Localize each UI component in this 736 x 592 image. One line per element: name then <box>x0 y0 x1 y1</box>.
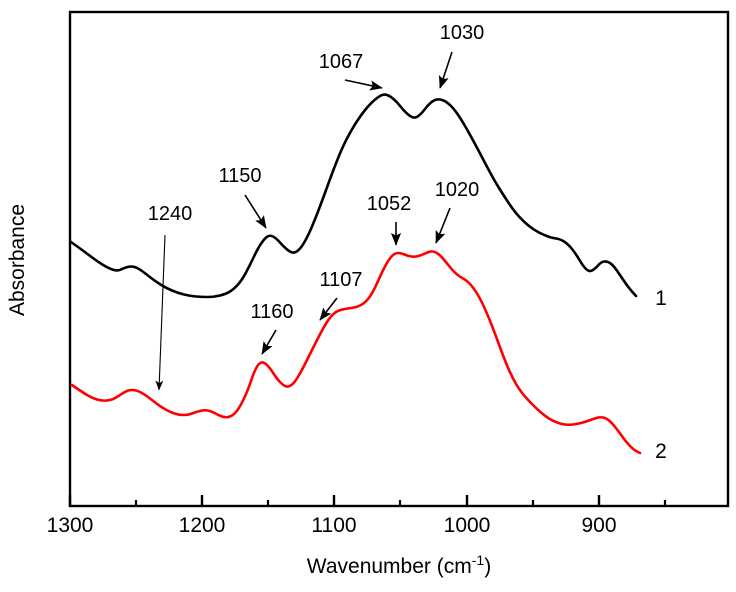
x-axis-title-close: ) <box>484 555 491 578</box>
frame-box <box>68 10 730 508</box>
x-axis-tick-label: 1200 <box>179 514 226 537</box>
x-axis-title: Wavenumber (cm-1) <box>307 552 491 578</box>
peak-label-1240: 1240 <box>148 203 193 225</box>
x-axis-tick-label: 1300 <box>47 514 94 537</box>
series-end-labels: 12 <box>655 287 667 463</box>
x-axis-tick-label: 1100 <box>311 514 356 537</box>
peak-annotations: 1240 1150 1067 1030 1160 1107 1052 1020 <box>148 22 485 391</box>
peak-arrow-1160 <box>261 329 277 355</box>
x-axis-tick-label: 1000 <box>444 514 491 537</box>
y-axis-title: Absorbance <box>6 204 29 316</box>
peak-arrow-1067 <box>344 79 383 91</box>
x-axis-title-main: Wavenumber (cm <box>307 555 472 578</box>
x-axis-title-superscript: -1 <box>472 552 485 568</box>
peak-label-1052: 1052 <box>367 193 412 215</box>
spectrum-curve-1 <box>69 93 638 299</box>
data-curves <box>69 93 642 455</box>
peak-label-1107: 1107 <box>319 269 362 291</box>
x-axis-tick-labels: 1300 1200 1100 1000 900 <box>47 514 617 537</box>
peak-label-1030: 1030 <box>440 22 485 44</box>
spectrum-curve-2 <box>70 250 642 455</box>
series-label-2: 2 <box>655 440 667 463</box>
peak-arrow-1107 <box>319 297 338 321</box>
peak-arrow-1020 <box>435 207 451 244</box>
peak-arrow-1240 <box>155 234 166 391</box>
x-axis-tick-label: 900 <box>581 514 616 537</box>
peak-label-1150: 1150 <box>218 165 261 187</box>
peak-label-1160: 1160 <box>250 301 293 323</box>
peak-label-1067: 1067 <box>319 51 364 73</box>
peak-label-1020: 1020 <box>435 179 480 201</box>
plot-frame <box>68 10 730 508</box>
x-axis-ticks <box>68 495 667 506</box>
series-label-1: 1 <box>655 287 667 310</box>
peak-arrow-1030 <box>438 51 453 89</box>
peak-arrow-1150 <box>244 194 267 229</box>
